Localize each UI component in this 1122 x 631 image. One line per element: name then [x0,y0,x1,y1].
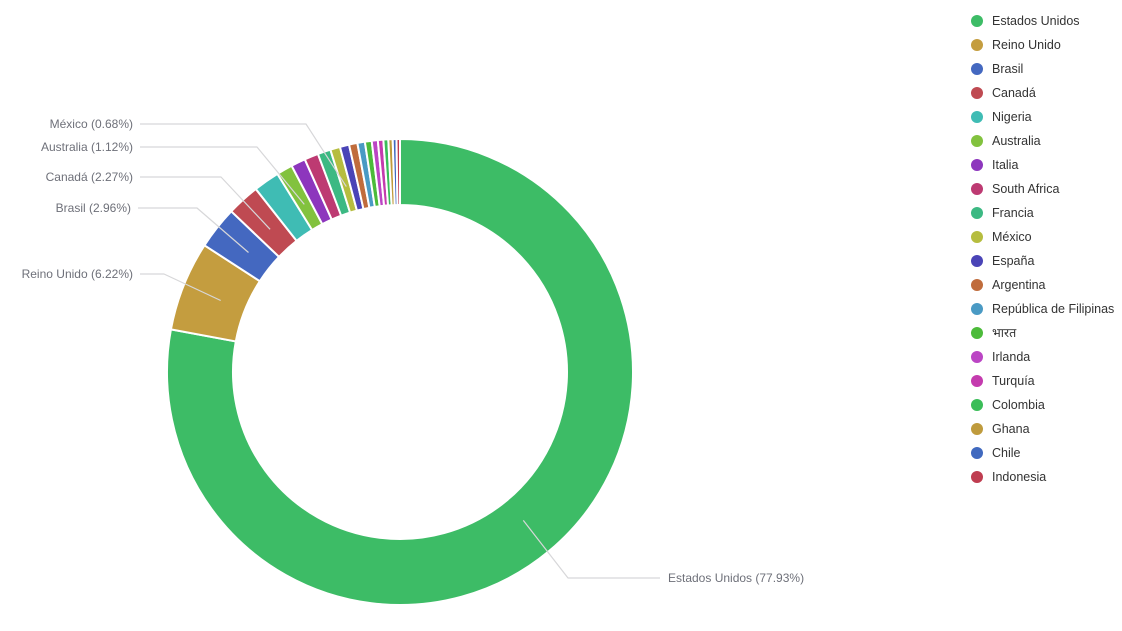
legend-swatch-turquia [971,375,983,387]
callout-label-estados-unidos: Estados Unidos (77.93%) [668,571,804,585]
legend-swatch-mexico [971,231,983,243]
legend-item-brasil[interactable]: Brasil [971,57,1114,81]
slice-estados-unidos[interactable] [166,138,634,606]
legend-swatch-irlanda [971,351,983,363]
legend-item-irlanda[interactable]: Irlanda [971,345,1114,369]
legend-item-indonesia[interactable]: Indonesia [971,465,1114,489]
callout-label-australia: Australia (1.12%) [41,140,133,154]
legend-swatch-brasil [971,63,983,75]
legend-label-colombia: Colombia [992,398,1045,412]
legend-label-francia: Francia [992,206,1034,220]
slice-indonesia[interactable] [395,138,401,207]
legend-label-nigeria: Nigeria [992,110,1032,124]
legend-swatch-colombia [971,399,983,411]
leader-line-reino-unido [140,273,221,302]
legend-item-argentina[interactable]: Argentina [971,273,1114,297]
legend-label-brasil: Brasil [992,62,1024,76]
legend-swatch-italia [971,159,983,171]
callout-label-canada: Canadá (2.27%) [46,170,133,184]
legend-label-argentina: Argentina [992,278,1046,292]
leader-line-estados-unidos [522,520,660,579]
callout-label-brasil: Brasil (2.96%) [56,201,131,215]
legend-swatch-south-africa [971,183,983,195]
legend-label-ghana: Ghana [992,422,1030,436]
legend-item-espana[interactable]: España [971,249,1114,273]
legend-swatch-reino-unido [971,39,983,51]
legend-swatch-ghana [971,423,983,435]
legend: Estados Unidos Reino Unido Brasil Canadá Nig… [971,9,1114,489]
leader-line-mexico [140,123,347,187]
legend-label-bharat: भारत [992,326,1017,340]
legend-item-nigeria[interactable]: Nigeria [971,105,1114,129]
legend-label-turquia: Turquía [992,374,1035,388]
legend-item-ghana[interactable]: Ghana [971,417,1114,441]
callout-label-mexico: México (0.68%) [50,117,133,131]
leader-line-australia [140,146,305,205]
legend-label-south-africa: South Africa [992,182,1060,196]
legend-swatch-chile [971,447,983,459]
leader-line-brasil [138,207,249,253]
legend-item-francia[interactable]: Francia [971,201,1114,225]
legend-item-estados-unidos[interactable]: Estados Unidos [971,9,1114,33]
legend-item-canada[interactable]: Canadá [971,81,1114,105]
legend-swatch-indonesia [971,471,983,483]
legend-item-mexico[interactable]: México [971,225,1114,249]
legend-item-italia[interactable]: Italia [971,153,1114,177]
donut-slices [166,138,634,606]
leader-lines [138,123,660,579]
legend-label-irlanda: Irlanda [992,350,1031,364]
legend-label-italia: Italia [992,158,1019,172]
legend-item-republica-de-filipinas[interactable]: República de Filipinas [971,297,1114,321]
legend-swatch-bharat [971,327,983,339]
legend-swatch-australia [971,135,983,147]
legend-label-canada: Canadá [992,86,1036,100]
legend-item-bharat[interactable]: भारत [971,321,1114,345]
legend-swatch-estados-unidos [971,15,983,27]
legend-item-australia[interactable]: Australia [971,129,1114,153]
legend-swatch-espana [971,255,983,267]
callout-label-reino-unido: Reino Unido (6.22%) [22,267,133,281]
legend-label-espana: España [992,254,1035,268]
legend-label-mexico: México [992,230,1032,244]
legend-label-chile: Chile [992,446,1021,460]
legend-label-indonesia: Indonesia [992,470,1047,484]
legend-swatch-argentina [971,279,983,291]
legend-label-reino-unido: Reino Unido [992,38,1061,52]
leader-line-canada [140,176,271,230]
legend-label-republica-de-filipinas: República de Filipinas [992,302,1115,316]
legend-item-south-africa[interactable]: South Africa [971,177,1114,201]
legend-swatch-republica-de-filipinas [971,303,983,315]
legend-label-australia: Australia [992,134,1041,148]
legend-swatch-canada [971,87,983,99]
legend-label-estados-unidos: Estados Unidos [992,14,1080,28]
callout-labels: México (0.68%) Australia (1.12%) Canadá (2… [22,117,804,585]
legend-swatch-francia [971,207,983,219]
legend-item-colombia[interactable]: Colombia [971,393,1114,417]
legend-swatch-nigeria [971,111,983,123]
legend-item-chile[interactable]: Chile [971,441,1114,465]
legend-item-reino-unido[interactable]: Reino Unido [971,33,1114,57]
legend-item-turquia[interactable]: Turquía [971,369,1114,393]
